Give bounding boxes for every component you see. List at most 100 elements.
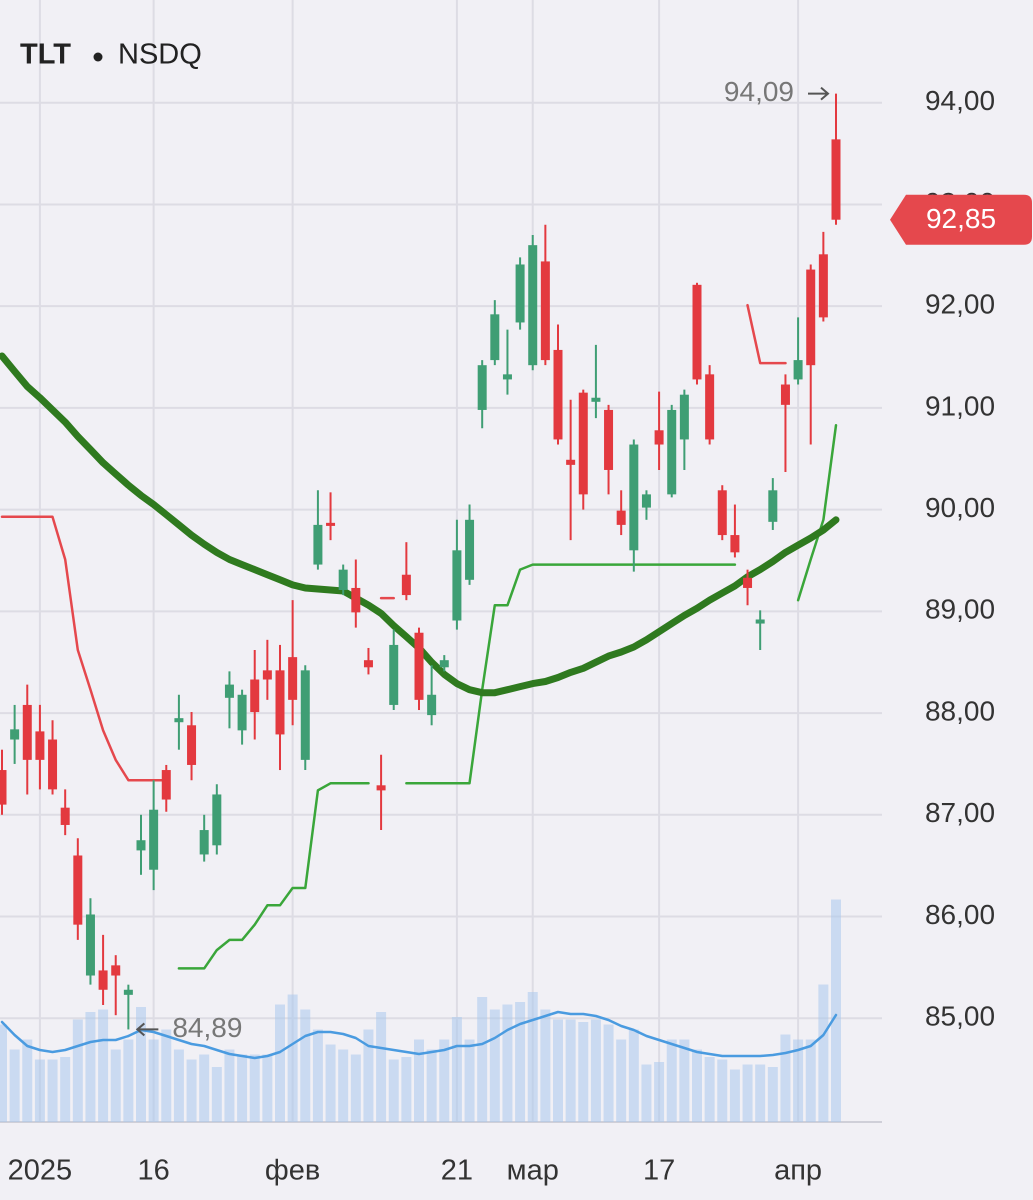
candle-body [414, 632, 424, 700]
volume-bar [136, 1007, 146, 1122]
volume-bar [729, 1069, 740, 1122]
y-tick-label: 92,00 [925, 289, 995, 320]
volume-bar [527, 992, 538, 1122]
last-price-label: 92,85 [926, 203, 996, 234]
candle-body [490, 314, 500, 361]
indicator-line [177, 782, 370, 970]
volume-bar [224, 1049, 235, 1122]
candle-body [0, 770, 7, 805]
candle-body [553, 349, 563, 440]
indicator-line [796, 423, 838, 602]
volume-bar [793, 1039, 804, 1122]
candle-body [717, 490, 727, 536]
candle-body [540, 261, 550, 361]
volume-bar [199, 1054, 210, 1122]
candle-body [389, 644, 399, 705]
candle-body [591, 397, 601, 402]
separator [93, 52, 103, 62]
volume-bar [123, 1039, 134, 1122]
volume-bar [628, 1029, 639, 1122]
y-tick-label: 89,00 [925, 594, 995, 625]
candle-body [351, 587, 361, 613]
volume-bar [641, 1064, 652, 1122]
candle-body [85, 914, 95, 976]
candle-body [502, 374, 512, 380]
candle-body [136, 840, 146, 851]
candle-body [465, 519, 475, 580]
candle-body [831, 139, 841, 220]
indicator-line [0, 515, 168, 782]
candle-body [22, 704, 32, 760]
indicator-line [746, 303, 787, 365]
volume-bar [47, 1059, 58, 1122]
volume-bar [60, 1057, 71, 1122]
ticker: TLT [20, 39, 71, 71]
volume-bar [338, 1049, 349, 1122]
volume-bar [34, 1059, 45, 1122]
volume-bar [262, 1054, 273, 1122]
candle-body [818, 254, 828, 318]
candle-body [174, 718, 184, 723]
candle-body [743, 577, 753, 588]
volume-bar [451, 1017, 462, 1122]
candle-body [48, 739, 58, 790]
candle-body [654, 430, 664, 445]
volume-bar [325, 1044, 336, 1122]
candle-body [123, 989, 133, 995]
volume-bar [540, 1009, 551, 1122]
indicator-line [405, 563, 737, 785]
x-tick-label: фев [265, 1155, 320, 1187]
candle-body [578, 392, 588, 495]
volume-bar [237, 1054, 248, 1122]
candle-body [199, 830, 209, 855]
x-tick-label: 16 [138, 1155, 170, 1187]
y-tick-label: 88,00 [925, 695, 995, 726]
candle-body [376, 785, 386, 791]
candle-body [363, 660, 373, 668]
volume-bar [692, 1049, 702, 1122]
candle-body [288, 657, 298, 700]
volume-bar [350, 1054, 361, 1122]
volume-bar [312, 1029, 323, 1122]
candle-body [566, 459, 576, 465]
volume-bar [72, 1019, 83, 1122]
candle-body [452, 550, 462, 621]
volume-bar [717, 1059, 728, 1122]
y-tick-label: 91,00 [925, 390, 995, 421]
volume-bar [173, 1049, 184, 1122]
candle-body [768, 490, 778, 522]
volume-bar [603, 1024, 614, 1122]
volume-bar [502, 1004, 513, 1122]
candle-body [35, 731, 45, 760]
volume-bar [300, 1009, 311, 1122]
volume-bar [287, 994, 298, 1122]
candle-body [705, 374, 715, 440]
candle-body [338, 569, 348, 590]
volume-bar [110, 1049, 121, 1122]
candle-body [730, 535, 740, 553]
volume-bar [704, 1057, 715, 1122]
volume-bar [767, 1067, 778, 1122]
volume-bar [578, 1022, 589, 1122]
volume-bar [831, 899, 841, 1122]
x-tick-label: апр [774, 1155, 822, 1187]
candle-body [300, 670, 310, 760]
volume-bar [780, 1034, 791, 1122]
candle-body [780, 384, 790, 405]
volume-bar [742, 1064, 753, 1122]
volume-bar [666, 1039, 677, 1122]
candle-body [111, 965, 121, 976]
candle-body [401, 574, 411, 596]
volume-bar [805, 1039, 816, 1122]
y-tick-label: 87,00 [925, 797, 995, 828]
volume-bar [590, 1019, 601, 1122]
volume-bar [98, 1009, 109, 1122]
volume-bar [275, 1004, 285, 1122]
volume-bar [414, 1039, 424, 1122]
candle-body [477, 365, 487, 410]
candle-body [262, 670, 272, 680]
candle-body [187, 725, 197, 765]
x-tick-label: 21 [441, 1155, 473, 1187]
